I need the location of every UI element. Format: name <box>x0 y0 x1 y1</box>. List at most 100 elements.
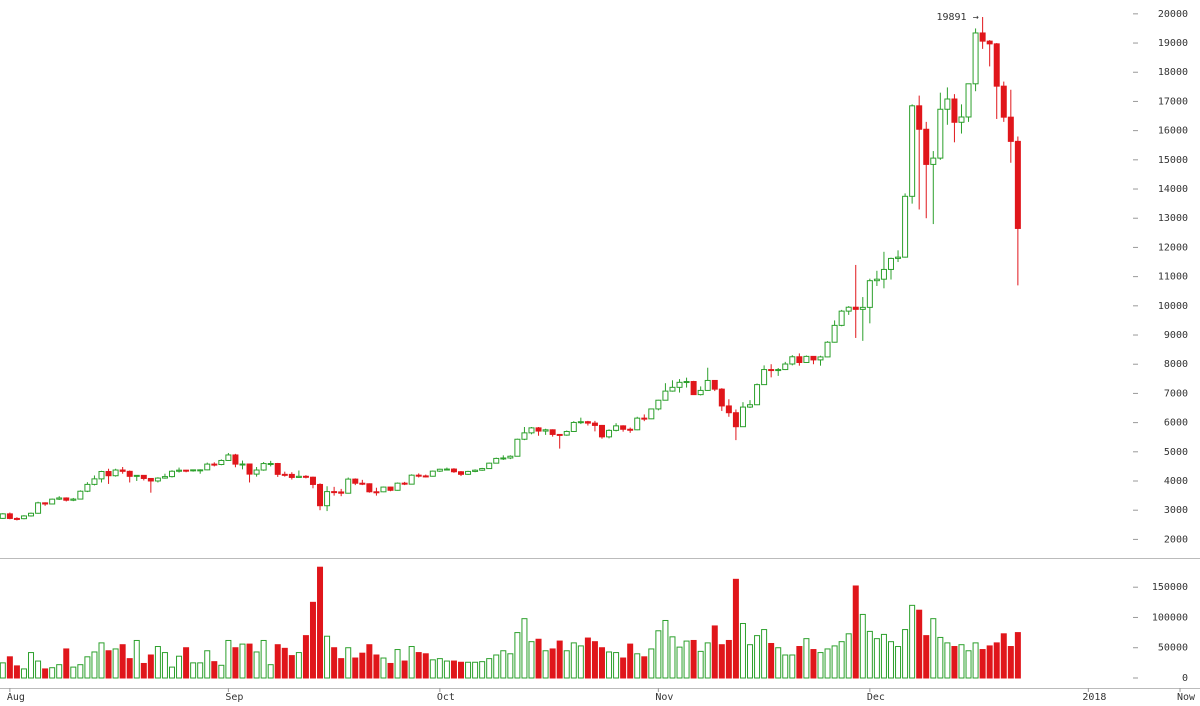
volume-bar <box>281 647 288 679</box>
volume-bar <box>838 641 845 679</box>
candle-body <box>852 306 859 310</box>
candle-body <box>49 498 56 505</box>
candle-body <box>20 515 27 520</box>
candle-body <box>662 390 669 401</box>
candle-body <box>0 513 6 519</box>
volume-bar <box>1014 632 1021 679</box>
volume-bar <box>274 644 281 679</box>
candle-body <box>105 471 112 477</box>
volume-bar <box>472 661 479 679</box>
candle-body <box>274 463 281 475</box>
volume-bar <box>514 632 521 679</box>
volume-bar <box>909 604 916 679</box>
volume-bar <box>190 662 197 679</box>
candle-body <box>204 463 211 471</box>
volume-bar <box>986 645 993 679</box>
candle-body <box>35 502 42 514</box>
candle-body <box>859 306 866 310</box>
candle-body <box>641 417 648 420</box>
candle-body <box>528 427 535 434</box>
candle-body <box>84 483 91 492</box>
volume-bar <box>436 658 443 679</box>
volume-bar <box>718 644 725 679</box>
volume-bar <box>732 578 739 679</box>
volume-bar <box>232 647 239 679</box>
volume-bar <box>1007 646 1014 679</box>
candle-body <box>450 468 457 473</box>
y2-tick-label: 0 <box>1182 673 1188 684</box>
volume-bar <box>401 660 408 679</box>
y-tick-label: 6000 <box>1164 418 1188 429</box>
candle-body <box>747 404 754 408</box>
y-tick-label: 7000 <box>1164 388 1188 399</box>
volume-bar <box>845 633 852 679</box>
candle-body <box>725 405 732 414</box>
volume-bar <box>958 644 965 679</box>
candle-body <box>697 389 704 396</box>
candle-body <box>239 463 246 466</box>
volume-bar <box>295 652 302 679</box>
candle-body <box>937 108 944 159</box>
volume-bar <box>697 650 704 679</box>
volume-bar <box>796 646 803 679</box>
volume-bar <box>895 646 902 679</box>
y-tick-label: 16000 <box>1158 126 1188 137</box>
volume-bar <box>415 652 422 679</box>
candle-body <box>754 384 761 406</box>
volume-bar <box>218 664 225 679</box>
volume-bar <box>916 609 923 679</box>
candle-body <box>1000 85 1007 118</box>
volume-bar <box>584 637 591 679</box>
y-tick-label: 20000 <box>1158 9 1188 20</box>
candle-body <box>161 476 168 479</box>
volume-bar <box>521 618 528 679</box>
volume-bar <box>288 655 295 679</box>
volume-bar <box>859 613 866 679</box>
y2-tick-label: 100000 <box>1152 612 1188 623</box>
candle-body <box>606 429 613 438</box>
volume-bar <box>253 651 260 679</box>
x-tick-label: Nov <box>655 692 673 703</box>
volume-bar <box>761 629 768 679</box>
volume-bar <box>662 619 669 679</box>
volume-bar <box>965 650 972 679</box>
candle-body <box>514 438 521 457</box>
candle-body <box>627 428 634 431</box>
candle-body <box>669 386 676 392</box>
volume-bar <box>0 662 6 679</box>
candle-body <box>281 473 288 476</box>
candle-body <box>930 157 937 165</box>
volume-bar <box>887 641 894 679</box>
volume-bar <box>873 638 880 679</box>
volume-bar <box>831 645 838 679</box>
candle-body <box>422 475 429 478</box>
y-tick-label: 19000 <box>1158 38 1188 49</box>
candle-body <box>126 470 133 477</box>
volume-bar <box>352 657 359 679</box>
volume-bar <box>359 652 366 679</box>
candle-body <box>958 116 965 123</box>
candle-body <box>803 355 810 363</box>
candle-body <box>218 459 225 466</box>
volume-bar <box>35 660 42 679</box>
candle-body <box>63 497 70 501</box>
volume-bar <box>70 666 77 679</box>
candle-body <box>380 486 387 493</box>
candle-body <box>732 412 739 428</box>
candle-body <box>366 483 373 493</box>
annotation: 19891 → <box>936 12 978 23</box>
volume-bar <box>225 639 232 679</box>
volume-bar <box>725 639 732 679</box>
candle-body <box>916 105 923 130</box>
candle-body <box>563 430 570 436</box>
x-tick-label: Sep <box>225 692 243 703</box>
x-tick-label: Dec <box>867 692 885 703</box>
candle-body <box>260 463 267 471</box>
candle-body <box>718 388 725 407</box>
candle-body <box>535 427 542 432</box>
volume-bar <box>641 656 648 679</box>
volume-bar <box>606 651 613 679</box>
candle-body <box>965 83 972 118</box>
volume-bar <box>458 661 465 679</box>
candle-body <box>345 478 352 494</box>
